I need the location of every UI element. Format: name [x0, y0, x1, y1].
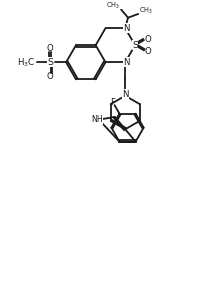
Text: O: O — [46, 72, 53, 80]
Text: O: O — [46, 44, 53, 53]
Text: O: O — [144, 47, 151, 56]
Text: S: S — [132, 41, 138, 50]
Text: NH: NH — [91, 115, 103, 124]
Text: F: F — [110, 98, 115, 106]
Text: H$_3$C: H$_3$C — [17, 56, 35, 69]
Text: CH$_3$: CH$_3$ — [139, 5, 153, 16]
Text: O: O — [144, 35, 151, 43]
Text: N: N — [123, 24, 130, 33]
Text: S: S — [48, 58, 54, 67]
Text: CH$_3$: CH$_3$ — [106, 1, 120, 11]
Text: N: N — [122, 90, 128, 99]
Text: N: N — [123, 58, 130, 67]
